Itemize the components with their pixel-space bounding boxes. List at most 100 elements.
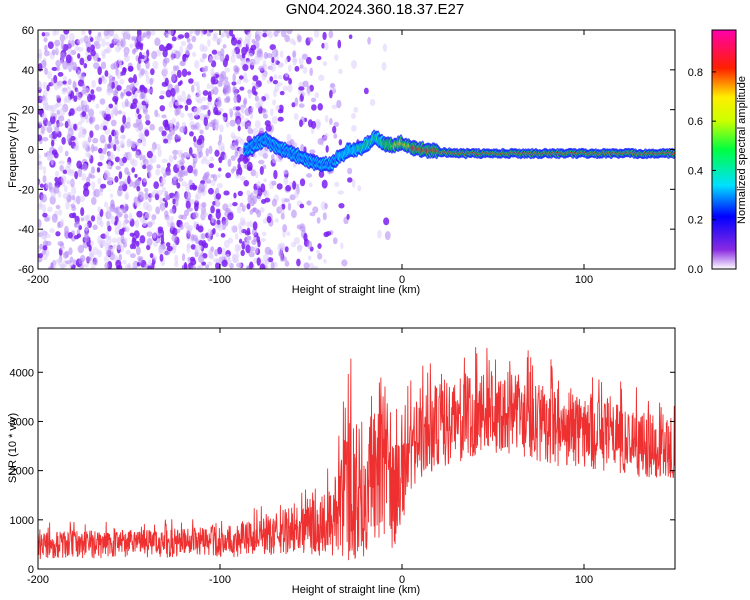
heatmap-cell xyxy=(86,54,92,62)
heatmap-cell xyxy=(166,218,172,225)
heatmap-cell xyxy=(298,57,304,65)
colorbar-tick-label: 0.6 xyxy=(688,116,703,128)
heatmap-cell xyxy=(38,120,43,125)
heatmap-cell xyxy=(279,255,284,262)
x-tick-label: 100 xyxy=(575,574,593,586)
heatmap-cell xyxy=(213,106,219,116)
heatmap-cell xyxy=(66,179,71,185)
heatmap-cell xyxy=(145,119,151,126)
heatmap-cell xyxy=(232,135,238,141)
heatmap-cell xyxy=(120,234,125,244)
heatmap-cell xyxy=(184,104,189,112)
heatmap-cell xyxy=(235,252,240,259)
y-tick-label: 40 xyxy=(22,65,34,77)
heatmap-cell xyxy=(338,139,343,146)
heatmap-cell xyxy=(242,78,249,83)
heatmap-cell xyxy=(306,173,313,178)
heatmap-cell xyxy=(59,59,63,64)
heatmap-cell xyxy=(185,191,192,201)
heatmap-cell xyxy=(124,237,128,245)
heatmap-cell xyxy=(263,178,267,183)
heatmap-cell xyxy=(203,242,209,249)
heatmap-cell xyxy=(71,194,76,201)
heatmap-cell xyxy=(70,39,75,47)
heatmap-cell xyxy=(284,34,290,43)
heatmap-cell xyxy=(51,49,56,56)
heatmap-cell xyxy=(77,168,83,178)
snr-y-label: SNR (10 * v/v) xyxy=(7,413,19,483)
heatmap-cell xyxy=(45,105,53,112)
heatmap-cell xyxy=(259,207,265,213)
heatmap-cell xyxy=(124,264,131,269)
heatmap-cell xyxy=(222,44,227,49)
heatmap-cell xyxy=(237,262,242,269)
heatmap-cell xyxy=(232,141,239,146)
heatmap-cell xyxy=(164,190,169,198)
spectrogram-y-label: Frequency (Hz) xyxy=(7,112,19,188)
heatmap-cell xyxy=(363,87,369,95)
heatmap-cell xyxy=(196,265,202,269)
y-tick-label: 3000 xyxy=(10,416,34,428)
chart-title: GN04.2024.360.18.37.E27 xyxy=(285,1,465,18)
heatmap-cell xyxy=(317,137,324,145)
heatmap-cell xyxy=(210,83,214,91)
heatmap-cell xyxy=(184,46,190,55)
heatmap-cell xyxy=(259,263,266,269)
heatmap-cell xyxy=(182,54,187,62)
heatmap-cell xyxy=(94,35,100,42)
heatmap-cell xyxy=(151,214,157,221)
heatmap-cell xyxy=(194,244,201,253)
heatmap-cell xyxy=(55,94,61,100)
heatmap-cell xyxy=(212,55,217,61)
heatmap-cell xyxy=(241,108,245,115)
heatmap-cell xyxy=(201,201,207,208)
heatmap-cell xyxy=(145,60,150,70)
heatmap-cell xyxy=(77,244,85,254)
heatmap-cell xyxy=(333,121,340,128)
heatmap-cell xyxy=(192,160,196,169)
heatmap-cell xyxy=(272,79,279,85)
heatmap-cell xyxy=(39,183,44,188)
heatmap-cell xyxy=(58,145,64,154)
heatmap-cell xyxy=(273,30,279,38)
heatmap-cell xyxy=(127,151,133,161)
heatmap-cell xyxy=(104,70,109,77)
snr-y-axis: 0 1000 2000 3000 4000 xyxy=(10,367,675,576)
heatmap-cell xyxy=(173,154,177,161)
heatmap-cell xyxy=(312,206,319,214)
heatmap-cell xyxy=(131,159,138,168)
heatmap-cell xyxy=(271,198,277,207)
heatmap-cell xyxy=(299,225,306,232)
heatmap-cell xyxy=(273,88,277,98)
heatmap-cell xyxy=(353,107,359,113)
heatmap-cell xyxy=(176,69,182,78)
snr-x-axis: -200 -100 0 100 xyxy=(27,328,593,586)
heatmap-cell xyxy=(179,126,186,133)
heatmap-cell xyxy=(105,41,111,46)
heatmap-cell xyxy=(259,166,264,175)
heatmap-cell xyxy=(193,124,198,130)
heatmap-cell xyxy=(110,119,117,127)
heatmap-cell xyxy=(132,98,138,105)
heatmap-cell xyxy=(254,120,261,129)
heatmap-cell xyxy=(298,86,305,91)
heatmap-cell xyxy=(168,101,173,108)
colorbar-ticks: 0.0 0.2 0.4 0.6 0.8 xyxy=(688,67,716,276)
heatmap-cell xyxy=(124,227,130,232)
heatmap-cell xyxy=(90,143,95,153)
heatmap-cell xyxy=(218,225,224,232)
heatmap-cell xyxy=(100,61,107,70)
heatmap-cell xyxy=(124,203,129,212)
heatmap-cell xyxy=(203,116,209,127)
heatmap-cell xyxy=(84,223,89,232)
heatmap-cell xyxy=(207,187,214,195)
heatmap-cell xyxy=(147,265,152,269)
heatmap-cell xyxy=(146,164,153,171)
heatmap-cell xyxy=(58,115,65,122)
heatmap-cell xyxy=(299,178,306,187)
heatmap-cell xyxy=(194,193,199,203)
heatmap-cell xyxy=(159,105,166,112)
heatmap-cell xyxy=(62,75,68,81)
heatmap-cell xyxy=(302,80,309,88)
heatmap-cell xyxy=(47,70,52,80)
